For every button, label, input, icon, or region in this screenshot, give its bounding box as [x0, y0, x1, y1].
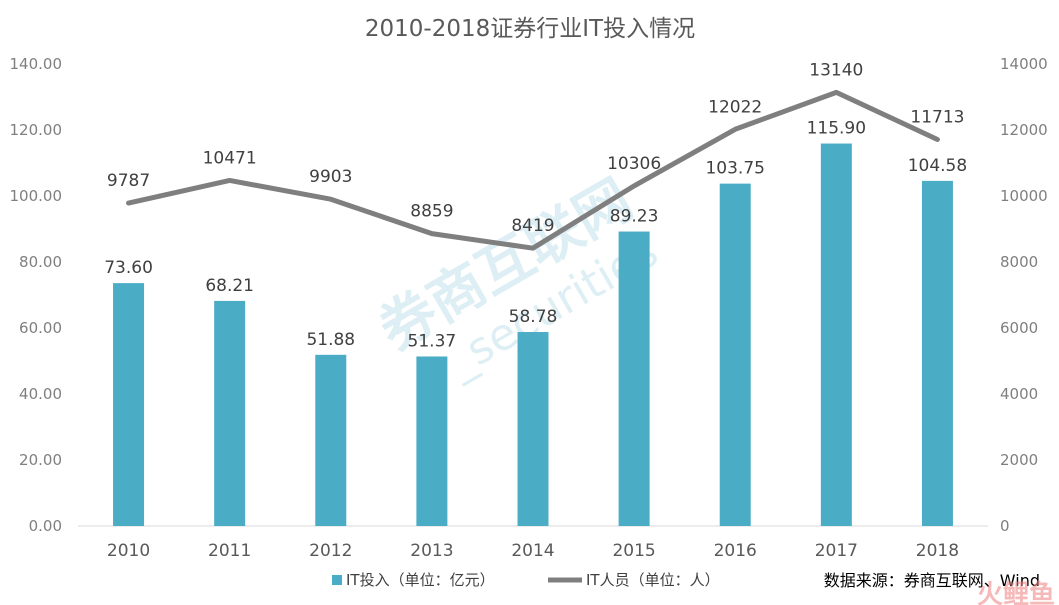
line-series: 9787 10471 9903 8859 8419 10306 12022 13140 1171… — [107, 60, 964, 251]
right-tick-label: 2000 — [1000, 451, 1038, 469]
bar — [416, 356, 448, 526]
bar — [618, 231, 650, 526]
right-tick-label: 8000 — [1000, 253, 1038, 271]
x-category-label: 2013 — [410, 541, 453, 561]
line-point — [936, 138, 939, 141]
line-data-label: 8859 — [410, 202, 453, 222]
x-category-label: 2010 — [107, 541, 150, 561]
right-tick-label: 6000 — [1000, 319, 1038, 337]
bar-data-label: 115.90 — [807, 119, 866, 139]
line-point — [835, 91, 838, 94]
left-tick-label: 40.00 — [19, 385, 62, 403]
bar — [214, 300, 246, 526]
bar-series: 73.60 68.21 51.88 51.37 58.78 89.23 103.75 115.… — [104, 119, 967, 527]
line-data-label: 9903 — [309, 167, 352, 187]
bar — [820, 143, 852, 526]
legend-bar-swatch — [332, 575, 342, 585]
bar-data-label: 51.88 — [306, 330, 355, 350]
right-tick-label: 0 — [1000, 517, 1010, 535]
x-category-label: 2014 — [511, 541, 554, 561]
bar — [719, 183, 751, 526]
line-point — [228, 179, 231, 182]
bar — [113, 283, 145, 526]
logo: 火鲤鱼 — [977, 580, 1055, 605]
line-point — [532, 247, 534, 250]
left-tick-label: 100.00 — [10, 187, 63, 205]
legend-line-label: IT人员（单位：人） — [586, 571, 720, 589]
bar — [921, 180, 953, 527]
bar-data-label: 89.23 — [610, 207, 659, 227]
left-tick-label: 80.00 — [19, 253, 62, 271]
chart-title: 2010-2018证券行业IT投入情况 — [365, 16, 695, 42]
left-tick-label: 120.00 — [10, 121, 63, 139]
line-point — [734, 128, 737, 131]
x-category-label: 2015 — [612, 541, 655, 561]
left-axis-ticks: 0.00 20.00 40.00 60.00 80.00 100.00 120.00 140.… — [10, 55, 63, 535]
bar-data-label: 58.78 — [509, 307, 558, 327]
left-tick-label: 20.00 — [19, 451, 62, 469]
bar-data-label: 68.21 — [205, 276, 254, 296]
logo-text: 火鲤鱼 — [977, 580, 1055, 605]
line-data-label: 9787 — [107, 171, 150, 191]
bar-data-label: 73.60 — [104, 258, 153, 278]
x-category-label: 2011 — [208, 541, 251, 561]
line-data-label: 8419 — [511, 216, 554, 236]
right-axis-ticks: 0 2000 4000 6000 8000 10000 12000 14000 — [1000, 55, 1048, 535]
bar-data-label: 104.58 — [908, 156, 967, 176]
right-tick-label: 4000 — [1000, 385, 1038, 403]
right-tick-label: 14000 — [1000, 55, 1048, 73]
legend: IT投入（单位：亿元） IT人员（单位：人） — [332, 571, 720, 589]
left-tick-label: 60.00 — [19, 319, 62, 337]
x-category-label: 2017 — [815, 541, 858, 561]
left-tick-label: 140.00 — [10, 55, 63, 73]
right-tick-label: 12000 — [1000, 121, 1048, 139]
line-point — [633, 184, 636, 187]
source-note: 数据来源：券商互联网、Wind — [824, 571, 1040, 590]
line-data-label: 13140 — [809, 60, 863, 80]
left-tick-label: 0.00 — [29, 517, 62, 535]
right-tick-label: 10000 — [1000, 187, 1048, 205]
bar — [315, 354, 347, 526]
line-data-label: 11713 — [910, 107, 964, 127]
x-category-label: 2018 — [916, 541, 959, 561]
line-point — [127, 202, 130, 205]
legend-bar-label: IT投入（单位：亿元） — [346, 571, 495, 589]
line-data-label: 12022 — [708, 97, 762, 117]
bar-data-label: 51.37 — [408, 331, 457, 351]
line-point — [430, 232, 433, 235]
x-category-label: 2016 — [714, 541, 757, 561]
x-category-label: 2012 — [309, 541, 352, 561]
bar — [517, 332, 549, 526]
line-point — [329, 198, 332, 201]
x-axis-categories: 2010 2011 2012 2013 2014 2015 2016 2017 2018 — [107, 541, 959, 561]
bar-data-label: 103.75 — [705, 159, 764, 179]
line-data-label: 10306 — [607, 154, 661, 174]
line-data-label: 10471 — [203, 148, 257, 168]
